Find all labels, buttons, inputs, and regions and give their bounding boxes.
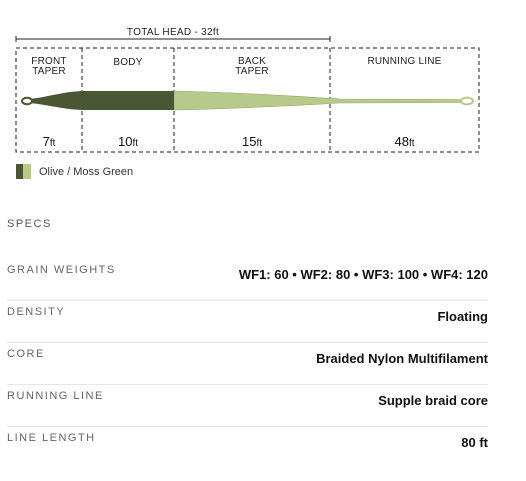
- specs-heading: SPECS: [7, 218, 52, 230]
- body-label: BODY: [113, 57, 143, 68]
- spec-row-running-line: RUNNING LINE Supple braid core: [7, 384, 488, 427]
- spec-row-core: CORE Braided Nylon Multifilament: [7, 342, 488, 385]
- spec-value: WF1: 60 • WF2: 80 • WF3: 100 • WF4: 120: [238, 267, 488, 282]
- spec-label: GRAIN WEIGHTS: [7, 264, 116, 276]
- body-length: 10ft: [117, 134, 139, 149]
- color-swatch: [16, 164, 31, 179]
- spec-label: CORE: [7, 348, 45, 360]
- fly-line-diagram: TOTAL HEAD - 32ft FRONT TAPER BODY BACK …: [0, 0, 526, 190]
- front-taper-label: FRONT TAPER: [31, 56, 67, 77]
- back-taper-label: BACK TAPER: [235, 56, 269, 77]
- spec-label: LINE LENGTH: [7, 432, 96, 444]
- segment-boxes: [15, 47, 480, 153]
- spec-value: 80 ft: [461, 435, 488, 450]
- spec-value: Floating: [437, 309, 488, 324]
- spec-value: Supple braid core: [378, 393, 488, 408]
- spec-row-grain-weights: GRAIN WEIGHTS WF1: 60 • WF2: 80 • WF3: 1…: [7, 258, 488, 301]
- front-loop: [21, 96, 33, 106]
- total-head-label: TOTAL HEAD - 32ft: [126, 27, 220, 38]
- running-line-length: 48ft: [394, 134, 415, 149]
- spec-row-line-length: LINE LENGTH 80 ft: [7, 426, 488, 468]
- spec-label: DENSITY: [7, 306, 66, 318]
- fly-line-profile: [21, 90, 474, 111]
- running-line-label: RUNNING LINE: [367, 56, 442, 67]
- front-taper-length: 7ft: [42, 134, 56, 149]
- color-name: Olive / Moss Green: [39, 165, 134, 178]
- back-taper-length: 15ft: [241, 134, 263, 149]
- spec-row-density: DENSITY Floating: [7, 300, 488, 343]
- color-legend: Olive / Moss Green: [16, 164, 133, 179]
- spec-value: Braided Nylon Multifilament: [316, 351, 488, 366]
- spec-label: RUNNING LINE: [7, 390, 104, 402]
- taper-diagram-graphic: [15, 36, 480, 153]
- rear-loop: [460, 96, 474, 106]
